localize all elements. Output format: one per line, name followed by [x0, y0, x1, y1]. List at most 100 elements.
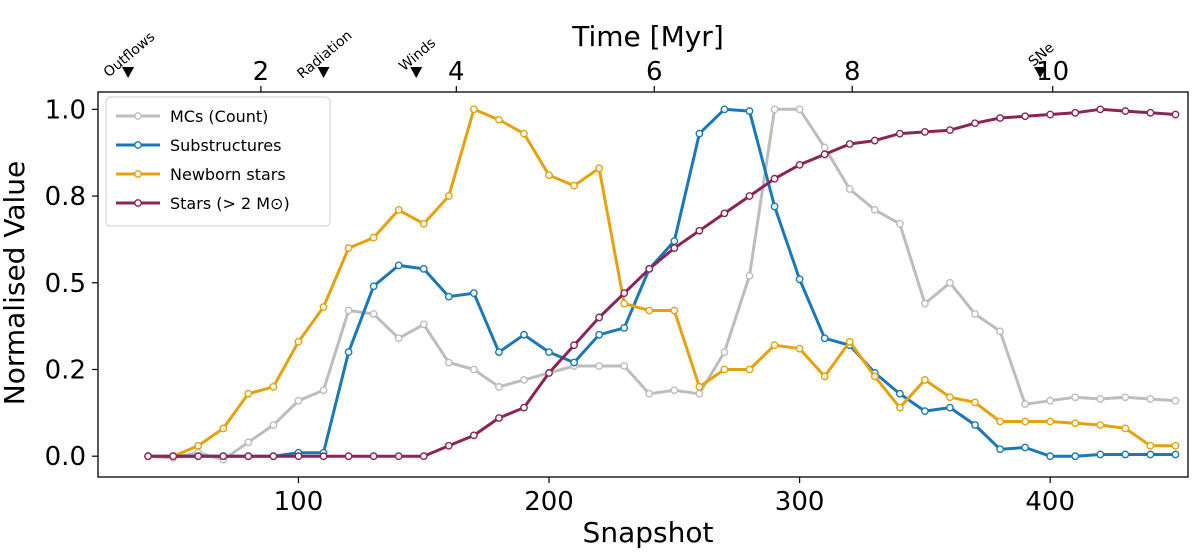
y-tick-label: 0.2	[45, 355, 86, 385]
data-point	[1046, 110, 1055, 119]
data-point	[920, 299, 929, 308]
data-point	[645, 306, 654, 315]
data-point	[1021, 112, 1030, 121]
data-point	[1171, 396, 1180, 405]
data-point	[1121, 393, 1130, 402]
data-point	[1171, 441, 1180, 450]
series-line	[147, 107, 1176, 462]
data-point	[670, 237, 679, 246]
data-point	[870, 372, 879, 381]
data-point	[770, 174, 779, 183]
data-point	[1046, 396, 1055, 405]
data-point	[520, 330, 528, 339]
series-line	[148, 107, 1176, 458]
data-point	[670, 306, 679, 315]
data-point	[194, 441, 203, 450]
data-point	[419, 219, 428, 228]
data-point	[1071, 393, 1080, 402]
data-point	[795, 344, 804, 353]
data-point	[1146, 441, 1155, 450]
data-point	[946, 278, 954, 287]
x-axis-title: Snapshot	[583, 516, 714, 549]
data-point	[545, 171, 553, 180]
data-point	[920, 407, 929, 415]
data-point	[820, 334, 829, 343]
data-point	[1121, 424, 1130, 433]
data-point	[845, 337, 854, 346]
data-point	[996, 114, 1004, 122]
data-point	[219, 424, 228, 433]
data-point	[269, 452, 278, 461]
event-marker-icon	[317, 67, 330, 78]
data-point	[745, 192, 754, 200]
legend-label: Newborn stars	[170, 165, 286, 184]
data-point	[545, 348, 553, 357]
data-point	[444, 441, 453, 450]
data-point	[169, 452, 178, 461]
data-point	[319, 386, 328, 395]
data-point	[394, 334, 403, 343]
data-point	[469, 365, 478, 374]
y-axis-title: Normalised Value	[0, 161, 31, 405]
event-marker-icon	[1034, 67, 1047, 78]
data-point	[920, 375, 929, 384]
data-point	[1071, 108, 1080, 117]
data-point	[895, 389, 904, 398]
data-point	[1096, 105, 1105, 114]
data-point	[1146, 108, 1155, 117]
data-point	[369, 452, 378, 461]
data-point	[971, 398, 979, 407]
data-point	[1121, 450, 1130, 459]
data-point	[720, 348, 729, 357]
data-point	[1146, 395, 1155, 403]
data-point	[570, 181, 578, 190]
data-point	[469, 105, 478, 114]
data-point	[770, 202, 779, 211]
data-point	[795, 275, 804, 284]
top-axis-title: Time [Myr]	[571, 20, 724, 53]
data-point	[144, 452, 153, 461]
data-point	[570, 358, 578, 367]
x-tick-label: 400	[1025, 487, 1075, 517]
data-point	[870, 206, 879, 214]
data-point	[495, 382, 503, 391]
data-point	[920, 127, 929, 136]
data-point	[695, 129, 704, 138]
data-point	[520, 403, 528, 412]
top-tick-label: 6	[646, 57, 663, 87]
data-point	[695, 389, 704, 398]
data-point	[971, 119, 979, 128]
data-point	[895, 403, 904, 412]
data-point	[394, 206, 403, 214]
data-point	[344, 244, 353, 252]
data-point	[795, 160, 804, 169]
data-point	[369, 310, 378, 318]
x-tick-label: 200	[524, 487, 574, 517]
data-point	[595, 362, 604, 370]
data-point	[620, 362, 629, 370]
data-point	[319, 303, 328, 311]
legend-marker	[134, 112, 142, 120]
data-point	[996, 417, 1004, 426]
data-point	[244, 389, 253, 398]
data-point	[444, 358, 453, 367]
data-point	[369, 233, 378, 242]
data-point	[720, 209, 729, 218]
data-point	[645, 389, 654, 398]
data-point	[1146, 450, 1155, 459]
data-point	[369, 282, 378, 291]
data-point	[745, 365, 754, 374]
x-tick-label: 100	[274, 487, 324, 517]
plot-frame	[97, 91, 1189, 478]
data-point	[946, 126, 954, 135]
data-point	[520, 129, 528, 138]
series-line	[148, 107, 1176, 458]
data-point	[394, 452, 403, 461]
data-point	[1071, 452, 1080, 461]
data-point	[946, 403, 954, 412]
y-tick-label: 1.0	[45, 95, 86, 125]
data-point	[745, 271, 754, 280]
data-point	[870, 136, 879, 145]
data-point	[620, 289, 629, 298]
data-point	[1021, 417, 1030, 426]
